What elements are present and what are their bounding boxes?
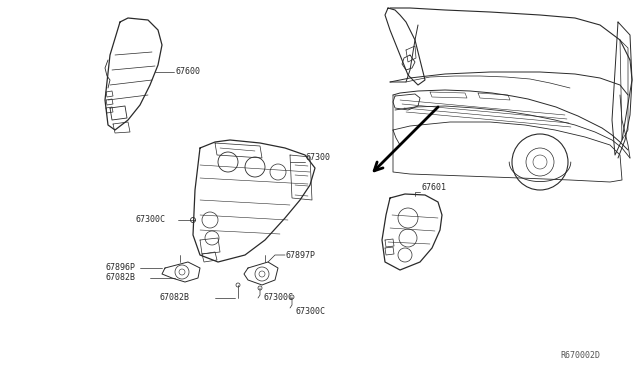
Text: 67300C: 67300C xyxy=(295,308,325,317)
Text: 67300C: 67300C xyxy=(263,294,293,302)
Text: 67300C: 67300C xyxy=(135,215,165,224)
Text: 67896P: 67896P xyxy=(105,263,135,273)
Text: 67300: 67300 xyxy=(306,154,331,163)
Text: 67600: 67600 xyxy=(175,67,200,77)
Text: R670002D: R670002D xyxy=(560,350,600,359)
Text: 67897P: 67897P xyxy=(286,250,316,260)
Text: 67082B: 67082B xyxy=(105,273,135,282)
Text: 67601: 67601 xyxy=(422,183,447,192)
Text: 67082B: 67082B xyxy=(160,294,190,302)
